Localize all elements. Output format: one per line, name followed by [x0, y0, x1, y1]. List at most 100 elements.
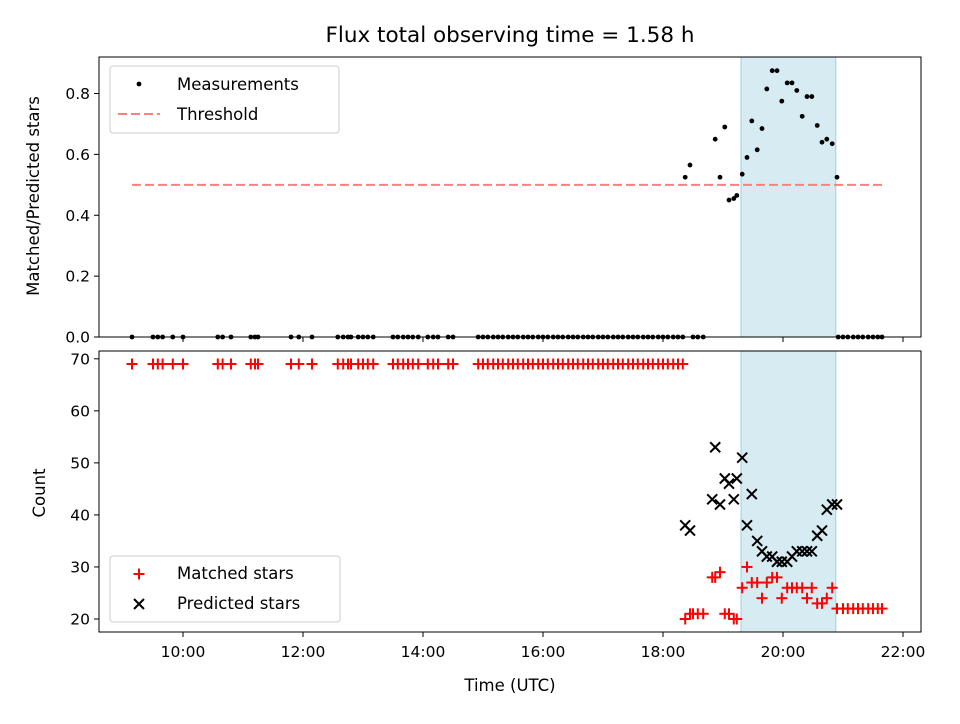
matched-stars-point [679, 613, 691, 625]
matched-stars-point [876, 603, 888, 615]
measurement-point [717, 174, 723, 180]
x-b [679, 519, 691, 532]
x-b [826, 498, 838, 511]
axes-frame [98, 350, 922, 633]
measurement-point [335, 334, 341, 340]
matched-stars-point [293, 358, 305, 370]
predicted-stars-point [801, 545, 813, 558]
measurement-point [734, 193, 740, 198]
legend: Measurements Threshold [109, 65, 340, 134]
predicted-stars-point [816, 524, 828, 537]
measurement-point [296, 334, 302, 340]
measurement-point [759, 126, 765, 131]
predicted-stars-point [706, 493, 718, 506]
measurement-point [515, 334, 521, 340]
y-tick-label: 40 [70, 506, 90, 524]
measurement-point [415, 334, 421, 340]
x-b [831, 498, 843, 511]
measurement-point [255, 334, 261, 340]
x-b [796, 545, 808, 558]
count-panel: 20 30 40 50 60 70 10:00 12:00 14:00 16:00 18:00 20:… [70, 350, 925, 661]
measurement-point [645, 334, 651, 340]
matched-stars-point [412, 358, 424, 370]
measurement-point [695, 334, 701, 340]
measurement-point [505, 334, 511, 340]
y-tick-label: 30 [70, 558, 90, 576]
measurement-point [430, 334, 436, 340]
measurement-point [809, 94, 815, 99]
matched-stars-point [826, 582, 838, 594]
matched-stars-point [252, 358, 264, 370]
measurement-point [660, 334, 666, 340]
x-b [706, 493, 718, 506]
measurement-point [535, 334, 541, 340]
measurement-point [749, 118, 755, 124]
measurement-point [655, 334, 661, 340]
measurement-point [170, 334, 176, 340]
measurement-point [545, 334, 551, 340]
matched-stars-point [447, 358, 459, 370]
measurement-point [340, 334, 346, 340]
matched-stars-point [761, 577, 773, 589]
measurement-point [824, 136, 830, 142]
measurement-point [228, 334, 234, 340]
measurement-point [620, 334, 626, 340]
measurement-point [365, 334, 371, 340]
measurement-point [600, 334, 606, 340]
y-tick-label: 0.8 [65, 85, 90, 103]
matched-stars-point [367, 358, 379, 370]
measurement-point [370, 334, 376, 340]
matched-stars-point [225, 358, 237, 370]
x-b [746, 488, 758, 500]
predicted-stars-point [714, 498, 726, 511]
measurement-point [769, 68, 775, 74]
matched-stars-point [126, 358, 138, 370]
measurement-point [687, 162, 693, 168]
measurement-point [425, 334, 431, 340]
measurement-point [540, 334, 546, 340]
measurement-point [814, 123, 820, 128]
x-tick-label: 20:00 [761, 643, 806, 661]
x-tick-label: 12:00 [281, 643, 326, 661]
legend-box [109, 65, 340, 134]
measurement-point [860, 334, 866, 340]
predicted-stars-point [728, 493, 740, 506]
predicted-stars-point [736, 451, 748, 464]
legend-threshold-label: Threshold [176, 105, 258, 124]
measurement-point [410, 334, 416, 340]
measurement-point [435, 334, 441, 340]
matched-stars-point [157, 358, 169, 370]
measurement-point [450, 334, 456, 340]
measurement-point [625, 334, 631, 340]
x-b [731, 472, 743, 485]
predicted-stars-point [746, 488, 758, 500]
matched-stars-point [177, 358, 189, 370]
measurement-point [840, 334, 846, 340]
matched-stars-point [714, 566, 726, 578]
matched-stars-point [796, 582, 808, 594]
measurement-point [585, 334, 591, 340]
measurement-point [650, 334, 656, 340]
measurement-point [510, 334, 516, 340]
x-axis-label: Time (UTC) [463, 676, 555, 695]
x-b [806, 545, 818, 558]
legend-matched-label: Matched stars [177, 564, 294, 583]
x-b [728, 493, 740, 506]
measurement-point [348, 334, 354, 340]
measurement-point [155, 334, 161, 340]
measurement-point [615, 334, 621, 340]
measurement-point [495, 334, 501, 340]
measurement-point [680, 334, 686, 340]
ratio-panel: 0.0 0.2 0.4 0.6 0.8 Measurements Threshold [65, 56, 922, 347]
measurement-point [560, 334, 566, 340]
x-b [741, 519, 753, 532]
predicted-stars-point [751, 535, 763, 547]
x-b [766, 550, 778, 563]
measurement-point [355, 334, 361, 340]
legend-measurements-label: Measurements [177, 75, 299, 94]
measurement-point [779, 98, 785, 104]
measurement-point [690, 334, 696, 340]
legend-box [109, 555, 341, 623]
x-tick-label: 16:00 [521, 643, 566, 661]
